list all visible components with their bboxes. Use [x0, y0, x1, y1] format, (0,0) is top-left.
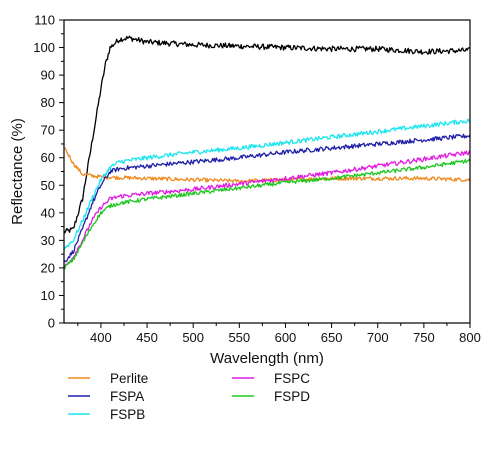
y-tick-label: 90	[41, 68, 55, 83]
legend-label-fspc: FSPC	[274, 371, 310, 386]
y-tick-label: 40	[41, 205, 55, 220]
y-tick-label: 100	[33, 40, 55, 55]
axis-ticks: 400 450 500 550 600 650 700 750 800 0 10 20 30 40 50 60…	[33, 13, 481, 346]
series-line-black	[63, 35, 470, 234]
series-line-fspc	[63, 150, 471, 270]
y-tick-label: 10	[41, 288, 55, 303]
x-tick-label: 450	[136, 330, 158, 345]
x-tick-label: 700	[367, 330, 389, 345]
y-axis-label: Reflectance (%)	[9, 118, 26, 225]
legend-label-perlite: Perlite	[110, 371, 148, 386]
y-tick-label: 80	[41, 95, 55, 110]
legend-label-fspd: FSPD	[274, 389, 310, 404]
legend-label-fspb: FSPB	[110, 407, 145, 422]
series-line-fspd	[63, 158, 471, 270]
x-tick-label: 500	[182, 330, 204, 345]
x-axis-label: Wavelength (nm)	[210, 350, 324, 367]
series-line-fspa	[63, 133, 471, 263]
y-tick-label: 110	[34, 13, 55, 28]
y-tick-label: 70	[41, 123, 55, 138]
x-tick-label: 650	[321, 330, 343, 345]
series-line-fspb	[63, 118, 471, 251]
y-tick-label: 30	[41, 233, 55, 248]
x-tick-label: 400	[90, 330, 112, 345]
x-tick-label: 800	[459, 330, 481, 345]
x-tick-label: 600	[275, 330, 297, 345]
legend-label-fspa: FSPA	[110, 389, 144, 404]
series-line-perlite	[63, 147, 471, 184]
x-tick-label: 750	[413, 330, 435, 345]
y-tick-label: 0	[48, 316, 55, 331]
legend: Perlite FSPC FSPA FSPD FSPB	[68, 371, 310, 422]
y-tick-label: 50	[41, 178, 55, 193]
y-tick-label: 20	[41, 260, 55, 275]
series-layer	[63, 35, 471, 270]
plot-frame	[63, 19, 471, 324]
x-tick-label: 550	[228, 330, 250, 345]
y-tick-label: 60	[41, 150, 55, 165]
